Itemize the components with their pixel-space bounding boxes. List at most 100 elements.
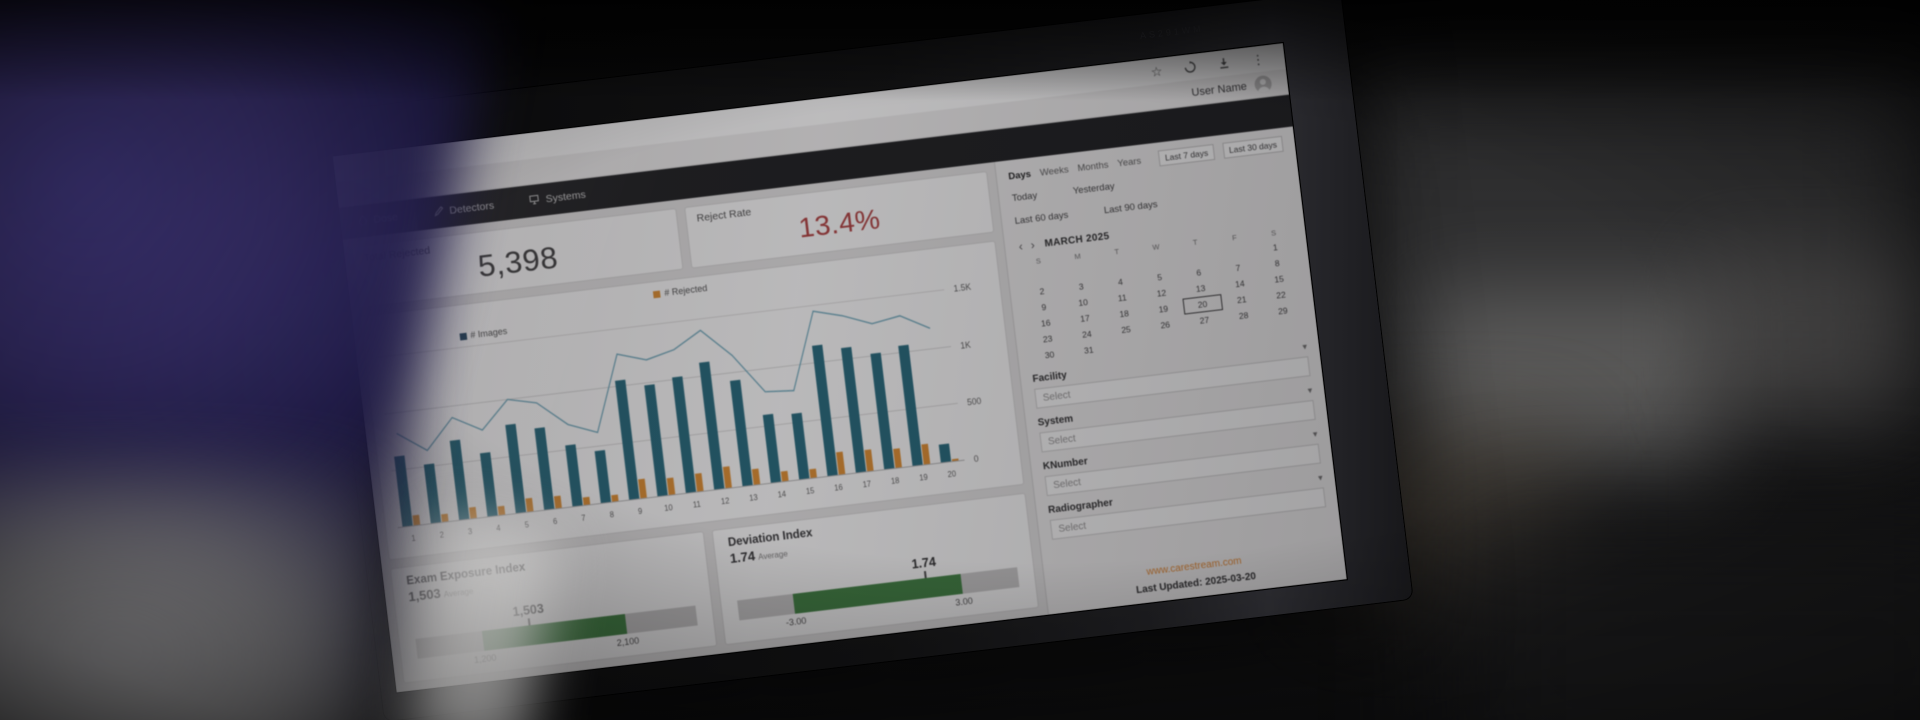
gauge-min-label: -3.00 [785, 615, 807, 628]
quick-range-last-30-days[interactable]: Last 30 days [1222, 135, 1284, 159]
x-axis-tick-label: 20 [947, 469, 957, 480]
rejected-bar [553, 495, 562, 509]
x-axis-tick-label: 19 [919, 472, 929, 483]
chevron-down-icon[interactable]: ▾ [1301, 341, 1308, 352]
rejected-bar [497, 505, 506, 516]
legend-rejected-label: # Rejected [663, 282, 708, 298]
period-tab-months[interactable]: Months [1076, 159, 1110, 174]
sidebar-footer: www.carestream.com Last Updated: 2025-03… [1056, 545, 1334, 608]
background-blur [1450, 520, 1920, 720]
monitor-model-text: AS291WM [1139, 23, 1205, 41]
background-blur [1340, 90, 1920, 420]
x-axis-tick-label: 17 [862, 479, 872, 490]
rejected-bar [525, 497, 534, 513]
rejected-bar [722, 466, 732, 489]
gridline [391, 402, 958, 472]
rejected-bar [893, 448, 902, 469]
gauge-marker-value: 1.74 [910, 554, 937, 572]
chevron-down-icon[interactable]: ▾ [1312, 428, 1318, 440]
x-axis-tick-label: 11 [692, 499, 701, 509]
x-axis-tick-label: 15 [805, 486, 815, 497]
foreground-person-blur [0, 260, 380, 700]
overflow-menu-icon[interactable]: ⋮ [1250, 50, 1266, 68]
refresh-icon[interactable] [1183, 61, 1196, 74]
gauge-track [736, 567, 1020, 621]
filter-knumber-label: KNumber [1042, 456, 1089, 473]
x-axis-tick-label: 12 [720, 496, 730, 507]
background-blur [1420, 290, 1720, 480]
x-axis-tick-label: 14 [777, 489, 787, 500]
rejected-bar [751, 468, 761, 486]
images-bar [614, 379, 640, 501]
foreground-shoulder-blur [0, 470, 380, 720]
gauge-track [415, 605, 698, 659]
filter-facility-label: Facility [1031, 369, 1068, 385]
x-axis-tick-label: 4 [496, 523, 502, 533]
x-axis-tick-label: 5 [524, 520, 530, 530]
main-panels: Total Rejected 5,398 Reject Rate 13.4% [342, 162, 1048, 693]
chevron-down-icon[interactable]: ▾ [1317, 472, 1324, 483]
user-avatar-icon [1253, 74, 1273, 94]
rejected-bar [780, 470, 789, 482]
x-axis-tick-label: 10 [664, 502, 674, 513]
images-bar [938, 443, 952, 463]
tab-systems-label: Systems [544, 188, 587, 206]
star-icon[interactable]: ☆ [1149, 63, 1164, 80]
x-axis-tick-label: 18 [890, 475, 900, 486]
gauge-marker-tick [923, 571, 927, 579]
rejected-bar [638, 478, 647, 499]
x-axis-tick-label: 3 [467, 526, 473, 536]
quick-range-last-90-days[interactable]: Last 90 days [1103, 199, 1159, 217]
images-bar [898, 344, 923, 467]
gauge-min-label: 1,200 [473, 652, 498, 666]
quick-range-today[interactable]: Today [1011, 190, 1038, 205]
images-bar [565, 444, 583, 507]
gauge-max-label: 3.00 [954, 595, 974, 608]
x-axis-tick-label: 1 [411, 533, 417, 543]
quick-range-yesterday[interactable]: Yesterday [1072, 180, 1116, 197]
quick-range-last-7-days[interactable]: Last 7 days [1158, 143, 1216, 167]
images-bar [791, 412, 810, 480]
x-axis-tick-label: 9 [637, 506, 643, 516]
tab-detectors-label: Detectors [448, 199, 495, 217]
rejected-bar [809, 468, 817, 479]
monitor: AS291WM ☆ ⋮ User Name [312, 0, 1413, 720]
filters: Facility ▾ Select System ▾ Select KNumber ▾ Sele… [1031, 332, 1327, 540]
period-tab-years[interactable]: Years [1116, 155, 1142, 169]
images-bar [729, 379, 753, 487]
background-blur [1700, 250, 1910, 420]
download-icon[interactable] [1217, 56, 1230, 69]
user-name-label: User Name [1190, 80, 1248, 99]
rejected-bar [836, 451, 846, 476]
rejected-bar [611, 494, 619, 503]
period-tab-days[interactable]: Days [1007, 168, 1032, 182]
dashboard: ☆ ⋮ User Name Dose Detectors Systems [332, 43, 1347, 693]
period-tab-weeks[interactable]: Weeks [1039, 163, 1070, 179]
filter-sidebar: Days Weeks Months Years Last 7 days Last 30 d… [993, 126, 1347, 615]
calendar-prev-icon[interactable]: ‹ [1017, 239, 1024, 254]
legend-rejected-swatch [653, 290, 661, 298]
images-bar [840, 346, 867, 474]
rejected-bar [412, 514, 421, 526]
images-bar [479, 452, 498, 517]
images-bar [394, 455, 413, 528]
gauge-green-band [792, 573, 964, 614]
quick-range-last-60-days[interactable]: Last 60 days [1014, 209, 1069, 227]
y-axis-tick-label: 0 [973, 453, 979, 464]
images-bar [505, 423, 527, 514]
images-bar [811, 344, 838, 477]
calendar-next-icon[interactable]: › [1029, 237, 1036, 253]
gauge-max-label: 2,100 [616, 635, 640, 649]
rejected-bar [694, 473, 704, 492]
x-axis-tick-label: 6 [552, 516, 558, 526]
x-axis-tick-label: 13 [749, 492, 759, 503]
legend-rejected: # Rejected [653, 283, 708, 299]
gauge-marker-value: 1,503 [511, 601, 545, 620]
y-axis-tick-label: 500 [967, 395, 982, 407]
gridline [384, 346, 952, 415]
images-bar [594, 449, 612, 504]
images-bar [762, 413, 782, 484]
chevron-down-icon[interactable]: ▾ [1307, 385, 1313, 396]
x-axis-tick-label: 16 [834, 482, 844, 493]
